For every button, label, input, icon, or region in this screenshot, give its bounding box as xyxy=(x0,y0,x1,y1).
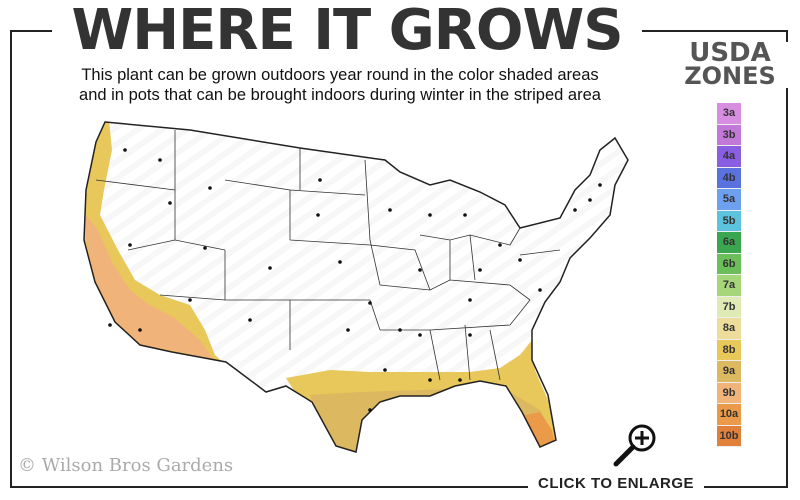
state-capital-dot xyxy=(128,243,132,247)
legend-zone-7b: 7b xyxy=(717,296,741,318)
usda-zone-legend: 3a 3b 4a 4b 5a 5b 6a 6b 7a 7b 8a 8b 9a 9b 10a 10b xyxy=(717,103,741,447)
legend-zone-6a: 6a xyxy=(717,232,741,254)
state-capital-dot xyxy=(468,298,472,302)
legend-zone-9a: 9a xyxy=(717,361,741,383)
copyright-watermark: © Wilson Bros Gardens xyxy=(18,455,234,476)
legend-zone-5a: 5a xyxy=(717,189,741,211)
legend-zone-6b: 6b xyxy=(717,253,741,275)
legend-zone-3b: 3b xyxy=(717,124,741,146)
legend-title-usda: USDA xyxy=(689,38,771,68)
legend-title-zones: ZONES xyxy=(684,62,776,90)
legend-zone-7a: 7a xyxy=(717,275,741,297)
state-capital-dot xyxy=(138,328,142,332)
state-capital-dot xyxy=(248,318,252,322)
state-capital-dot xyxy=(428,378,432,382)
state-capital-dot xyxy=(383,368,387,372)
legend-zone-10a: 10a xyxy=(717,404,741,426)
subtitle-line-1: This plant can be grown outdoors year ro… xyxy=(81,66,599,84)
legend-zone-4a: 4a xyxy=(717,146,741,168)
state-capital-dot xyxy=(316,213,320,217)
legend-zone-8a: 8a xyxy=(717,318,741,340)
state-capital-dot xyxy=(598,183,602,187)
state-capital-dot xyxy=(268,266,272,270)
state-capital-dot xyxy=(208,186,212,190)
state-capital-dot xyxy=(418,268,422,272)
legend-title: USDA ZONES xyxy=(670,38,790,90)
legend-zone-4b: 4b xyxy=(717,167,741,189)
state-capital-dot xyxy=(398,328,402,332)
state-capital-dot xyxy=(203,246,207,250)
legend-zone-3a: 3a xyxy=(717,103,741,125)
click-to-enlarge-button[interactable]: CLICK TO ENLARGE xyxy=(528,475,705,492)
legend-zone-8b: 8b xyxy=(717,339,741,361)
state-capital-dot xyxy=(188,298,192,302)
state-capital-dot xyxy=(318,178,322,182)
state-capital-dot xyxy=(573,208,577,212)
state-borders xyxy=(95,130,561,381)
state-capital-dot xyxy=(458,378,462,382)
legend-zone-10b: 10b xyxy=(717,425,741,447)
state-capital-dot xyxy=(538,288,542,292)
state-capital-dot xyxy=(468,333,472,337)
magnifier-plus-icon[interactable] xyxy=(610,422,660,472)
subtitle-line-2: and in pots that can be brought indoors … xyxy=(79,86,601,104)
state-capital-dot xyxy=(463,213,467,217)
state-capital-dot xyxy=(158,158,162,162)
state-capital-dot xyxy=(338,260,342,264)
state-capital-dot xyxy=(368,408,372,412)
state-capital-dot xyxy=(388,208,392,212)
page-title: WHERE IT GROWS xyxy=(52,0,642,62)
legend-zone-5b: 5b xyxy=(717,210,741,232)
state-capital-dot xyxy=(368,301,372,305)
state-capital-dot xyxy=(168,201,172,205)
state-capital-dot xyxy=(588,198,592,202)
state-capital-dot xyxy=(428,213,432,217)
state-capital-dot xyxy=(346,328,350,332)
state-capital-dot xyxy=(418,333,422,337)
state-capital-dot xyxy=(108,323,112,327)
state-capital-dot xyxy=(498,243,502,247)
state-capital-dot xyxy=(478,268,482,272)
legend-zone-9b: 9b xyxy=(717,382,741,404)
shaded-florida-tip xyxy=(525,412,556,450)
state-capital-dot xyxy=(123,148,127,152)
state-capital-dot xyxy=(518,258,522,262)
